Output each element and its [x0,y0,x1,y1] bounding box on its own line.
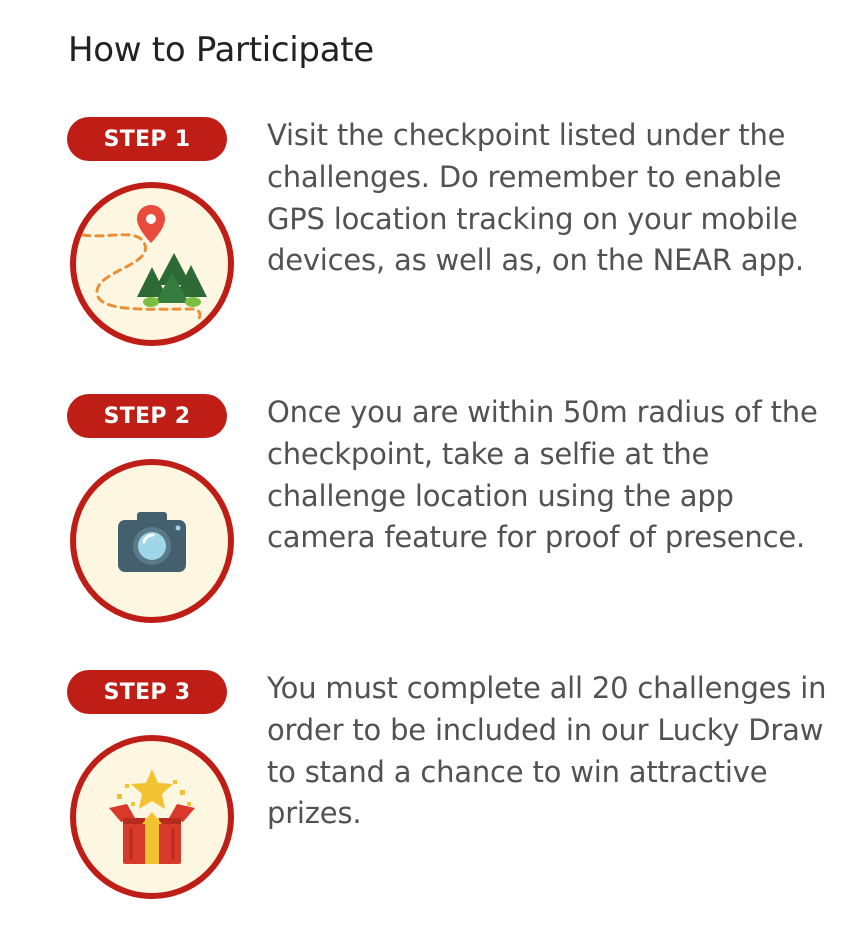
camera-icon [69,458,235,624]
step-2-badge: STEP 2 [67,394,227,438]
step-2-description: Once you are within 50m radius of the ch… [267,395,818,555]
step-1-badge: STEP 1 [67,117,227,161]
step-1-description: Visit the checkpoint listed under the ch… [267,118,804,278]
gift-box-star-icon [69,734,235,900]
step-3-description: You must complete all 20 challenges in o… [267,671,827,831]
step-2: STEP 2 Once you are within 50m radius of… [0,394,849,644]
step-1: STEP 1 Visit the checkpoint listed under… [0,117,849,367]
map-route-pin-icon [69,181,235,347]
page-title: How to Participate [68,30,374,70]
step-3: STEP 3 You must complete all [0,670,849,920]
step-3-badge: STEP 3 [67,670,227,714]
